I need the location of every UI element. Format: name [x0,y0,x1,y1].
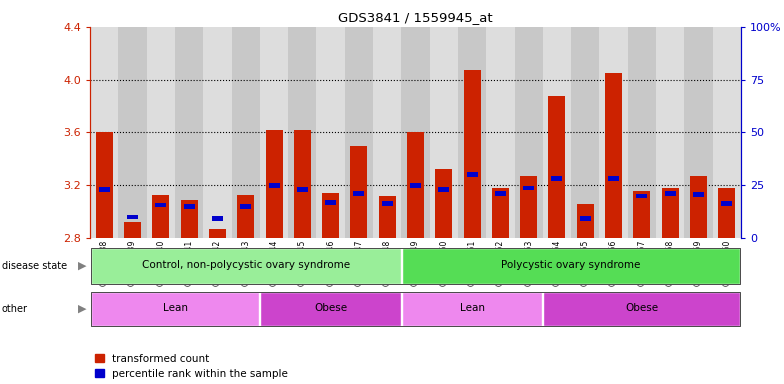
Bar [99,187,110,192]
Bar [656,27,684,238]
Text: Control, non-polycystic ovary syndrome: Control, non-polycystic ovary syndrome [142,260,350,270]
Bar [90,27,118,238]
Bar [438,187,449,192]
Bar [118,27,147,238]
Bar [492,188,509,238]
Bar [633,190,651,238]
Bar [713,27,741,238]
Bar [294,130,310,238]
Bar [628,27,656,238]
Bar [662,188,679,238]
Text: Lean: Lean [459,303,485,313]
Bar [463,70,481,238]
Bar [212,216,223,220]
Bar [543,27,571,238]
Bar [600,27,628,238]
Bar [718,188,735,238]
Bar [435,169,452,238]
Bar [183,204,194,209]
Bar [690,176,707,238]
Bar [382,202,393,206]
Bar [684,27,713,238]
Bar [401,27,430,238]
Bar [152,195,169,238]
Bar [180,200,198,238]
Bar [240,204,252,209]
Bar [124,222,141,238]
Text: GDS3841 / 1559945_at: GDS3841 / 1559945_at [338,12,493,25]
Bar [495,191,506,195]
Bar [238,195,254,238]
Bar [486,27,514,238]
Bar [203,27,231,238]
Text: Lean: Lean [162,303,187,313]
Bar [317,27,345,238]
Text: Polycystic ovary syndrome: Polycystic ovary syndrome [502,260,641,270]
Legend: transformed count, percentile rank within the sample: transformed count, percentile rank withi… [96,354,288,379]
Text: other: other [2,304,27,314]
Bar [402,248,740,284]
Bar [543,292,740,326]
Bar [608,176,619,181]
Bar [325,200,336,205]
Bar [665,191,676,195]
Bar [289,27,317,238]
Bar [373,27,401,238]
Text: Obese: Obese [626,303,659,313]
Bar [269,183,280,188]
Bar [514,27,543,238]
Bar [458,27,486,238]
Bar [549,96,565,238]
Bar [410,183,421,188]
Bar [91,292,260,326]
Bar [402,292,543,326]
Bar [175,27,203,238]
Bar [127,215,138,219]
Text: ▶: ▶ [78,304,86,314]
Bar [260,292,401,326]
Bar [209,229,226,238]
Bar [91,248,401,284]
Bar [231,27,260,238]
Bar [430,27,458,238]
Bar [579,216,591,220]
Bar [266,130,282,238]
Bar [345,27,373,238]
Text: ▶: ▶ [78,261,86,271]
Bar [260,27,289,238]
Bar [637,194,648,198]
Bar [523,185,534,190]
Bar [721,202,732,206]
Bar [379,196,396,238]
Bar [155,203,166,207]
Bar [96,132,113,238]
Bar [605,73,622,238]
Bar [571,27,600,238]
Bar [147,27,175,238]
Bar [407,132,424,238]
Bar [577,204,593,238]
Bar [693,192,704,197]
Bar [466,172,477,177]
Text: Obese: Obese [314,303,347,313]
Bar [350,146,368,238]
Bar [322,193,339,238]
Bar [521,176,537,238]
Bar [297,187,308,192]
Text: disease state: disease state [2,261,67,271]
Bar [551,176,562,181]
Bar [354,191,365,195]
